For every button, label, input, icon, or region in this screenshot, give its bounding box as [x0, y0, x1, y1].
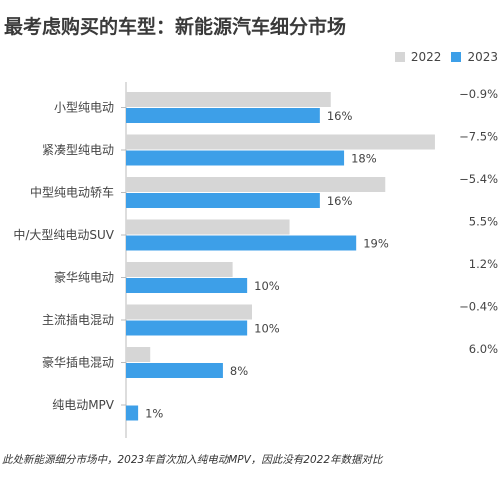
- data-label-2023: 19%: [363, 237, 389, 251]
- legend-label-2023: 2023: [467, 50, 498, 64]
- bar-2023: [126, 235, 357, 251]
- category-label: 豪华插电混动: [42, 355, 114, 370]
- legend-item-2022: 2022: [394, 50, 442, 64]
- bar-2023: [126, 405, 139, 421]
- bar-2023: [126, 108, 320, 123]
- data-label-2023: 16%: [327, 109, 353, 123]
- bar-2023: [126, 150, 345, 166]
- change-label: 6.0%: [469, 342, 498, 356]
- legend-label-2022: 2022: [410, 50, 442, 64]
- bar-2022: [126, 347, 151, 362]
- bar-2022: [126, 134, 435, 150]
- bar-2022: [126, 262, 233, 277]
- legend-item-2023: 2023: [451, 50, 498, 64]
- change-label: −0.9%: [459, 87, 498, 101]
- bar-2023: [126, 363, 223, 378]
- change-label: −5.4%: [459, 172, 498, 186]
- bar-2023: [126, 193, 320, 208]
- bar-2022: [126, 177, 386, 192]
- bar-2023: [126, 278, 248, 293]
- legend-swatch-2022: [394, 52, 405, 62]
- change-label: −0.4%: [459, 300, 498, 314]
- bar-2022: [126, 304, 252, 320]
- data-label-2023: 10%: [254, 322, 280, 336]
- category-label: 豪华纯电动: [54, 270, 114, 285]
- category-label: 纯电动MPV: [52, 398, 115, 412]
- category-label: 中/大型纯电动SUV: [13, 227, 114, 242]
- data-label-2023: 1%: [145, 407, 163, 421]
- chart-title: 最考虑购买的车型：新能源汽车细分市场: [4, 16, 347, 38]
- category-label: 小型纯电动: [54, 101, 114, 115]
- category-label: 中型纯电动轿车: [30, 185, 114, 200]
- footnote: 此处新能源细分市场中，2023年首次加入纯电动MPV，因此没有2022年数据对比: [2, 454, 383, 466]
- change-label: −7.5%: [459, 130, 498, 144]
- data-label-2023: 16%: [327, 194, 353, 208]
- data-label-2023: 10%: [254, 279, 280, 293]
- change-label: 1.2%: [469, 257, 498, 271]
- category-label: 紧凑型纯电动: [42, 143, 114, 157]
- bar-2022: [126, 92, 331, 107]
- change-label: 5.5%: [469, 215, 498, 229]
- bar-2022: [126, 219, 290, 235]
- data-label-2023: 8%: [230, 364, 248, 378]
- legend: 2022 2023: [385, 50, 498, 64]
- category-label: 主流插电混动: [42, 313, 114, 327]
- data-label-2023: 18%: [351, 152, 377, 166]
- legend-swatch-2023: [451, 52, 462, 62]
- bar-2023: [126, 320, 248, 336]
